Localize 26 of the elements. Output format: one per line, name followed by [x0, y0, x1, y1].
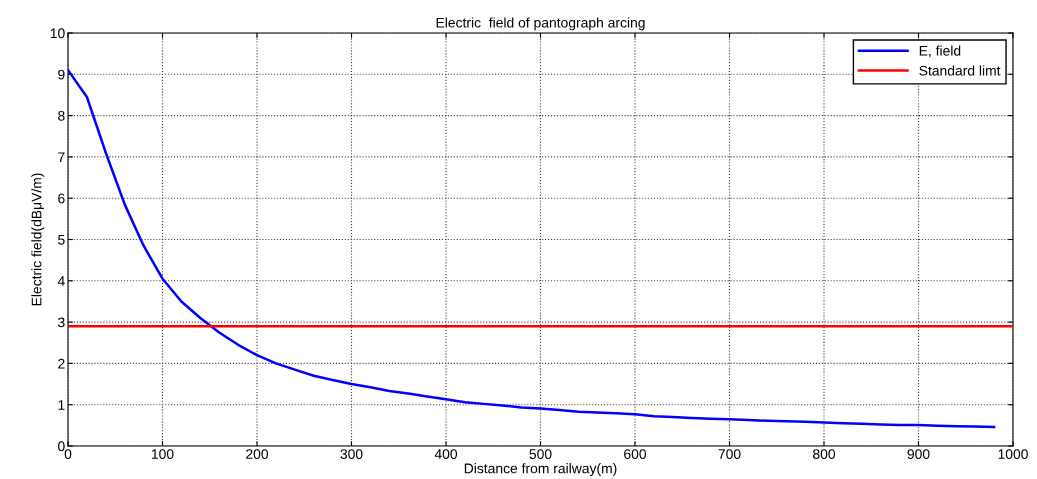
y-tick-label: 0	[58, 441, 65, 452]
x-tick-label: 500	[529, 449, 552, 459]
x-tick-label: 100	[151, 449, 174, 459]
y-tick-label: 6	[58, 193, 65, 204]
x-tick-label: 400	[434, 449, 458, 459]
y-axis-title: Electric field(dBμV/m)	[31, 173, 45, 306]
x-tick-label: 700	[718, 449, 741, 459]
x-tick-label: 1000	[998, 449, 1028, 459]
y-tick-label: 7	[58, 152, 65, 162]
legend-label: Standard limt	[919, 65, 1001, 76]
x-tick-label: 900	[907, 449, 930, 459]
x-tick-label: 300	[340, 449, 363, 459]
x-axis-title: Distance from railway(m)	[464, 463, 617, 477]
x-tick-label: 600	[624, 449, 647, 459]
y-tick-label: 9	[58, 69, 65, 80]
y-tick-label: 5	[58, 234, 65, 245]
y-tick-label: 8	[58, 110, 65, 121]
y-tick-label: 2	[58, 358, 65, 369]
y-tick-label: 1	[58, 400, 65, 410]
x-tick-label: 200	[246, 449, 269, 459]
x-tick-label: 800	[813, 449, 836, 459]
legend-label: E, field	[919, 45, 961, 58]
y-tick-label: 10	[50, 28, 65, 39]
y-tick-label: 3	[58, 317, 65, 328]
chart-title: Electric field of pantograph arcing	[436, 17, 645, 31]
y-tick-label: 4	[57, 276, 65, 286]
